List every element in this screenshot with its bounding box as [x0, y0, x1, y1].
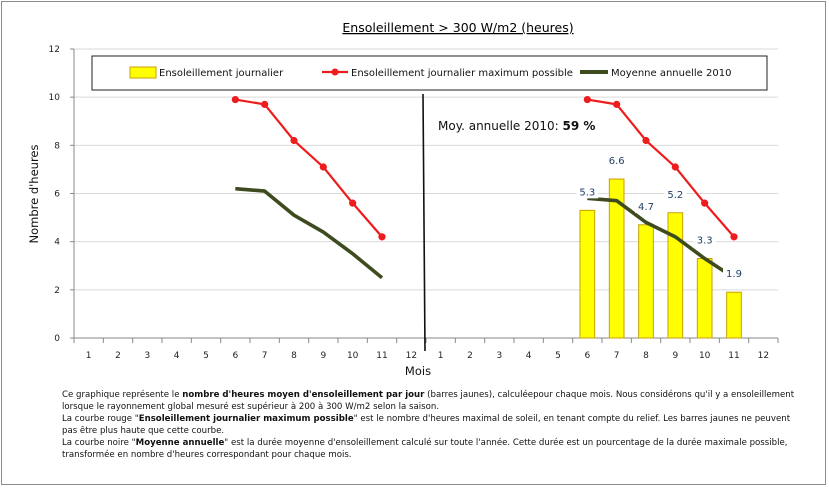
legend-label-bar: Ensoleillement journalier — [159, 68, 284, 79]
max-possible-line — [587, 98, 735, 238]
data-point — [378, 233, 386, 241]
data-label: 5.2 — [667, 190, 683, 201]
panel-divider — [422, 93, 426, 352]
x-tick-label: 10 — [699, 351, 711, 361]
x-tick-label: 5 — [555, 351, 561, 361]
data-point — [349, 199, 357, 207]
x-tick-label: 11 — [728, 351, 739, 361]
x-axis-label: Mois — [405, 364, 431, 378]
bar — [726, 291, 742, 339]
y-tick-label: 0 — [54, 334, 60, 344]
bar — [696, 258, 713, 339]
x-axis: 1 2 3 4 5 6 7 8 9 10 11 12 1 2 3 4 5 6 7 8 9 10 11 12 — [73, 337, 779, 361]
caption: Ce graphique représente le nombre d'heur… — [62, 389, 802, 462]
y-axis: 0 2 4 6 8 10 12 — [49, 45, 75, 344]
x-tick-label: 9 — [320, 351, 326, 361]
x-tick-label: 1 — [438, 351, 444, 361]
data-point — [231, 95, 239, 104]
caption-paragraph-2: La courbe rouge "Ensoleillement journali… — [62, 414, 791, 437]
data-point — [642, 136, 650, 145]
y-tick-label: 10 — [49, 93, 61, 103]
data-point — [319, 163, 327, 171]
x-tick-label: 7 — [262, 351, 268, 361]
data-label: 5.3 — [579, 187, 595, 198]
data-point — [261, 100, 269, 108]
legend-marker-max — [331, 68, 339, 76]
legend-label-mean: Moyenne annuelle 2010 — [611, 68, 731, 79]
bar-series — [579, 178, 742, 339]
data-label-bg — [576, 184, 599, 199]
data-point — [701, 199, 709, 207]
data-label-bg — [605, 153, 628, 168]
y-tick-label: 6 — [54, 190, 60, 200]
data-label-bg — [664, 186, 687, 201]
bar — [638, 224, 654, 339]
annual-average-annotation: Moy. annuelle 2010: 59 % — [438, 119, 595, 133]
y-tick-label: 8 — [54, 141, 60, 151]
data-label: 6.6 — [609, 156, 625, 167]
x-tick-label: 4 — [526, 351, 532, 361]
y-tick-label: 12 — [49, 45, 60, 55]
x-tick-label: 11 — [376, 351, 387, 361]
legend-label-max: Ensoleillement journalier maximum possib… — [351, 68, 573, 79]
data-labels: 5.3 6.6 4.7 5.2 3.3 1.9 — [576, 153, 745, 281]
x-tick-label: 7 — [614, 351, 620, 361]
data-point — [583, 95, 591, 104]
legend-box — [91, 55, 768, 91]
data-point — [613, 100, 621, 108]
x-tick-label: 6 — [232, 351, 238, 361]
x-tick-label: 12 — [758, 351, 769, 361]
data-label-bg — [723, 266, 745, 281]
data-label-bg — [693, 232, 716, 247]
x-tick-label: 8 — [291, 351, 297, 361]
bar — [608, 178, 625, 339]
bar — [667, 212, 684, 339]
x-tick-label: 3 — [496, 351, 502, 361]
annual-mean-line — [587, 196, 735, 280]
x-tick-label: 5 — [203, 351, 209, 361]
x-tick-label: 3 — [144, 351, 150, 361]
x-tick-label: 6 — [584, 351, 590, 361]
y-axis-label: Nombre d'heures — [27, 144, 41, 243]
bar — [579, 209, 596, 339]
line-series — [231, 95, 738, 280]
x-tick-label: 1 — [86, 351, 92, 361]
x-tick-label: 4 — [174, 351, 180, 361]
x-tick-label: 9 — [672, 351, 678, 361]
data-label: 1.9 — [726, 269, 742, 280]
max-possible-line — [235, 98, 383, 238]
x-tick-label: 12 — [406, 351, 417, 361]
annual-mean-line — [235, 186, 384, 280]
legend-swatch-bar — [129, 66, 157, 79]
x-tick-label: 2 — [467, 351, 473, 361]
data-point — [671, 163, 679, 171]
chart-title: Ensoleillement > 300 W/m2 (heures) — [342, 20, 573, 35]
annotation-value: 59 % — [563, 119, 596, 133]
annotation-text: Moy. annuelle 2010: — [438, 119, 563, 133]
data-label: 4.7 — [638, 202, 654, 213]
x-tick-label: 8 — [643, 351, 649, 361]
y-tick-label: 2 — [54, 286, 60, 296]
data-label-bg — [635, 198, 657, 213]
data-label: 3.3 — [697, 236, 713, 247]
data-point — [730, 233, 738, 241]
data-point — [290, 136, 298, 145]
x-tick-label: 2 — [115, 351, 121, 361]
x-tick-label: 10 — [347, 351, 359, 361]
y-tick-label: 4 — [54, 238, 60, 248]
caption-paragraph-3: La courbe noire "Moyenne annuelle" est l… — [62, 438, 788, 461]
legend: Ensoleillement journalier Ensoleillement… — [91, 55, 768, 91]
caption-paragraph-1: Ce graphique représente le nombre d'heur… — [62, 390, 795, 413]
